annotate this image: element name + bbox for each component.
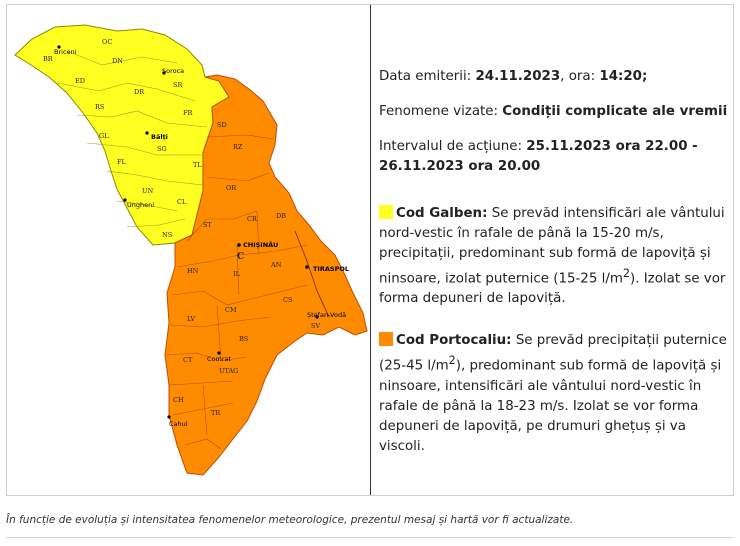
svg-text:ST: ST [203,221,212,229]
svg-text:TR: TR [211,409,221,417]
svg-text:Cahul: Cahul [169,420,188,428]
svg-text:Ștefan-Vodă: Ștefan-Vodă [307,311,346,319]
update-note: În funcție de evoluția și intensitatea f… [6,514,574,526]
svg-text:Bălți: Bălți [151,133,168,142]
svg-text:NS: NS [162,231,172,239]
bulletin-info: Data emiterii: 24.11.2023, ora: 14:20; F… [379,67,729,469]
svg-text:AN: AN [270,261,282,269]
district-labels: OC BR DN ED SR DR RS FR SD GL SG RZ FL T… [43,38,320,417]
svg-text:CT: CT [183,356,193,364]
svg-text:DB: DB [276,212,286,220]
district-boundaries [56,50,330,450]
svg-text:BS: BS [239,335,248,343]
svg-text:BR: BR [43,55,54,63]
svg-text:SG: SG [157,145,167,153]
svg-text:RZ: RZ [233,143,243,151]
issued-time: 14:20; [599,69,648,84]
time-label: ora: [568,69,596,84]
svg-text:GL: GL [99,132,109,140]
svg-text:RS: RS [95,103,104,111]
svg-text:CR: CR [247,215,258,223]
svg-text:LV: LV [187,315,196,323]
svg-text:FR: FR [183,109,194,117]
svg-text:CHIȘINĂU: CHIȘINĂU [243,240,278,249]
orange-sup: 2 [448,354,456,368]
orange-swatch-icon [379,332,393,347]
svg-text:HN: HN [187,267,199,275]
svg-text:OR: OR [226,184,237,192]
issued-line: Data emiterii: 24.11.2023, ora: 14:20; [379,69,648,84]
phenomena-value: Condiții complicate ale vremii [502,104,728,119]
yellow-swatch-icon [379,205,393,219]
orange-text-end: ), predominant sub formă de lapoviță și … [379,358,722,454]
issued-date: 24.11.2023 [475,69,561,84]
city-markers: Briceni Soroca Bălți Ungheni CHIȘINĂU TI… [54,45,349,428]
svg-text:TIRASPOL: TIRASPOL [313,265,349,273]
yellow-title: Cod Galben: [396,206,488,221]
bulletin-frame: OC BR DN ED SR DR RS FR SD GL SG RZ FL T… [6,4,734,496]
divider [6,537,734,538]
svg-text:UTAG: UTAG [219,367,238,375]
city-briceni: Briceni [54,48,77,56]
svg-text:IL: IL [233,270,241,278]
orange-zone [164,74,368,476]
svg-text:CS: CS [283,296,292,304]
svg-text:Ungheni: Ungheni [127,201,154,209]
interval-value: 25.11.2023 ora 22.00 - 26.11.2023 ora 20… [379,139,698,174]
yellow-text-end: ). Izolat se vor forma depuneri de lapov… [379,271,726,307]
interval-line: Intervalul de acțiune: 25.11.2023 ora 22… [379,137,729,177]
svg-text:CH: CH [173,396,184,404]
svg-text:CL: CL [177,198,187,206]
orange-alert: Cod Portocaliu: Se prevăd precipitații p… [379,331,729,456]
svg-text:Comrat: Comrat [207,355,232,363]
yellow-sup: 2 [622,267,630,280]
svg-text:Soroca: Soroca [162,67,184,75]
issued-label: Data emiterii: [379,69,472,84]
alert-map: OC BR DN ED SR DR RS FR SD GL SG RZ FL T… [7,5,371,495]
svg-text:TL: TL [193,161,202,169]
svg-text:UN: UN [142,187,153,195]
yellow-alert: Cod Galben: Se prevăd intensificări ale … [379,204,729,309]
svg-text:FL: FL [117,158,127,166]
interval-label: Intervalul de acțiune: [379,139,523,154]
yellow-text: Se prevăd intensificări ale vântului nor… [379,206,725,287]
orange-text: Se prevăd precipitații puternice (25-45 … [379,333,727,374]
moldova-alert-map: OC BR DN ED SR DR RS FR SD GL SG RZ FL T… [14,24,368,476]
svg-text:DN: DN [112,57,123,65]
phenomena-label: Fenomene vizate: [379,104,499,119]
phenomena-line: Fenomene vizate: Condiții complicate ale… [379,102,729,122]
svg-text:ED: ED [75,77,85,85]
svg-text:SR: SR [173,81,183,89]
svg-text:CM: CM [225,306,237,314]
svg-text:OC: OC [102,38,112,46]
svg-text:SV: SV [311,322,320,330]
svg-text:SD: SD [217,121,227,129]
svg-text:DR: DR [134,88,145,96]
svg-text:C: C [237,252,244,262]
orange-title: Cod Portocaliu: [396,333,512,349]
